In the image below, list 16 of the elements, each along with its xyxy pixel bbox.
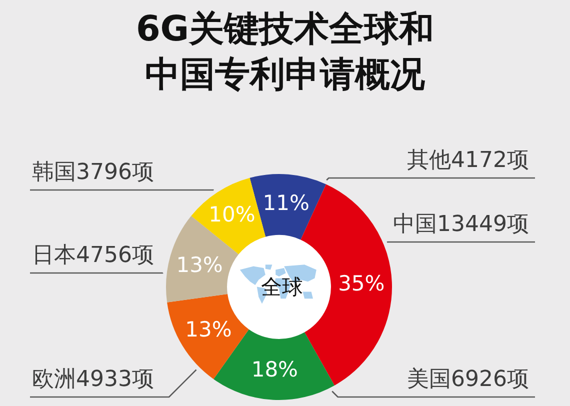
data-label: 13% bbox=[185, 318, 232, 342]
slice-label: 欧洲4933项 bbox=[32, 367, 154, 392]
data-label: 35% bbox=[338, 272, 385, 296]
donut-slice bbox=[191, 178, 266, 254]
chart-title: 6G关键技术全球和中国专利申请概况 bbox=[136, 10, 434, 96]
slice-label: 韩国3796项 bbox=[32, 160, 154, 185]
data-label: 13% bbox=[176, 252, 223, 277]
data-label: 10% bbox=[208, 202, 256, 227]
slice-label: 其他4172项 bbox=[407, 148, 529, 173]
slice-label: 美国6926项 bbox=[407, 367, 529, 392]
text: 全球 bbox=[261, 275, 303, 299]
slice-label: 中国13449项 bbox=[393, 212, 529, 237]
data-label: 18% bbox=[251, 357, 298, 382]
slice-label: 日本4756项 bbox=[32, 243, 154, 268]
data-label: 11% bbox=[262, 190, 310, 215]
donut-slice bbox=[167, 294, 249, 380]
